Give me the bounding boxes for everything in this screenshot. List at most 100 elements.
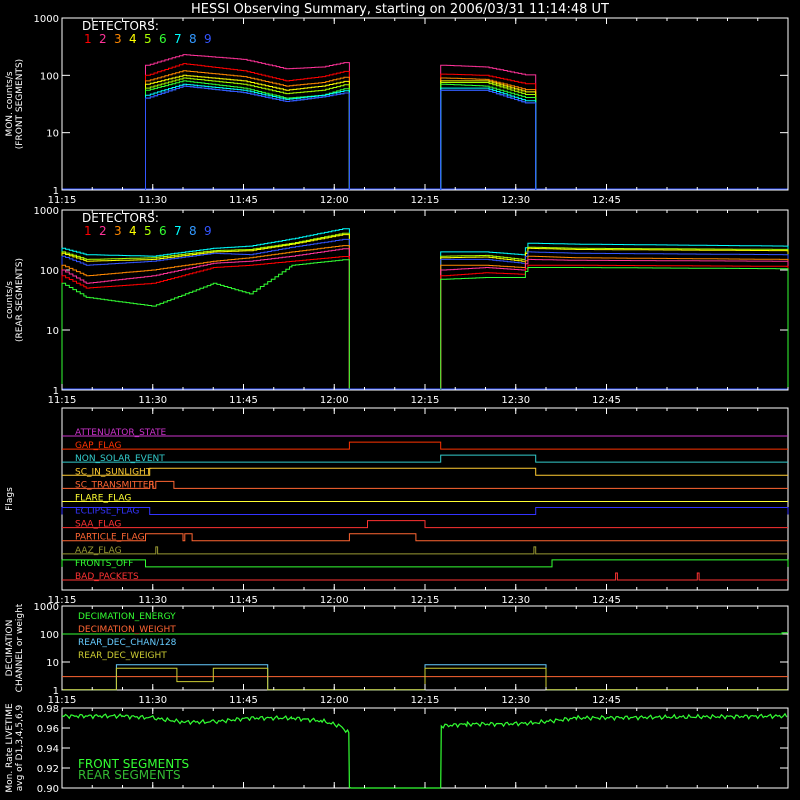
front-series-line [440, 77, 537, 190]
rear-series-line [440, 267, 789, 390]
detector-number: 3 [114, 32, 122, 46]
x-tick-label: 12:15 [411, 395, 440, 406]
front-series-line [440, 87, 537, 190]
flag-label: GAP_FLAG [75, 441, 121, 451]
x-tick-label: 12:30 [501, 195, 530, 206]
front-series-line [145, 77, 350, 190]
decimation-legend-label: DECIMATION_WEIGHT [78, 625, 176, 635]
flag-label: AAZ_FLAG [75, 546, 122, 556]
front-detector-legend: DETECTORS:1 2 3 4 5 6 7 8 9 [82, 19, 212, 46]
y-tick-label: 10 [46, 326, 59, 337]
y-tick-label: 100 [40, 266, 59, 277]
front-series-line [145, 74, 350, 190]
x-tick-label: 11:30 [138, 195, 167, 206]
front-series-line [145, 70, 350, 190]
front-series-line [440, 82, 537, 190]
x-tick-label: 12:45 [592, 395, 621, 406]
y-tick-label: 0.98 [37, 704, 59, 715]
plot-title: HESSI Observing Summary, starting on 200… [191, 2, 609, 17]
front-series-line [145, 85, 350, 190]
x-tick-label: 12:45 [592, 595, 621, 606]
x-tick-label: 12:45 [592, 695, 621, 706]
x-tick-label: 12:00 [320, 195, 349, 206]
x-tick-label: 12:00 [320, 595, 349, 606]
detector-number: 2 [99, 224, 107, 238]
y-tick-label: 1 [53, 386, 59, 397]
y-tick-label: 10 [46, 129, 59, 140]
front-y-axis: 1 10 100 1000 [34, 14, 788, 197]
rear-series-line [61, 232, 350, 390]
livetime-line [61, 712, 788, 789]
flags-time-axis: 11:15 11:30 11:45 12:00 12:15 12:30 12:45 [48, 408, 789, 606]
detectors-title: DETECTORS: [82, 19, 159, 33]
x-tick-label: 11:30 [138, 595, 167, 606]
front-ylabel: MON. counts/s [5, 71, 15, 136]
y-tick-label: 0.96 [37, 724, 59, 735]
rear-ylabel: counts/s [5, 281, 15, 319]
flags-lines: ATTENUATOR_STATE GAP_FLAG NON_SOLAR_EVENT S… [61, 428, 789, 582]
flag-line [62, 454, 788, 463]
rear-series-line [61, 238, 350, 390]
detector-number: 4 [129, 32, 137, 46]
y-tick-label: 100 [40, 71, 59, 82]
x-tick-label: 11:45 [229, 595, 258, 606]
rear-series-line [440, 251, 789, 390]
livetime-y-axis: 0.90 0.92 0.94 0.96 0.98 [37, 704, 788, 795]
detector-number: 1 [84, 224, 92, 238]
detector-number: 6 [159, 224, 167, 238]
decimation-legend-label: DECIMATION_ENERGY [78, 612, 176, 622]
x-tick-label: 12:30 [501, 595, 530, 606]
x-tick-label: 11:15 [48, 395, 77, 406]
flag-line [62, 441, 788, 450]
front-time-axis: 11:15 11:30 11:45 12:00 12:15 12:30 12:45 [48, 18, 789, 206]
decimation-legend-label: REAR_DEC_CHAN/128 [78, 638, 177, 648]
detector-number: 3 [114, 224, 122, 238]
detector-number: 7 [174, 224, 182, 238]
decimation-legend-label: REAR_DEC_WEIGHT [78, 651, 167, 661]
rear-series-line [61, 259, 350, 390]
rear-series-line [440, 258, 789, 390]
flag-line [62, 572, 788, 581]
detector-number: 5 [144, 32, 152, 46]
livetime-ylabel: avg of D1,3,4,5,6,9 [15, 704, 25, 791]
detector-number: 5 [144, 224, 152, 238]
y-tick-label: 1000 [34, 602, 59, 613]
x-tick-label: 11:45 [229, 395, 258, 406]
y-tick-label: 1000 [34, 206, 59, 217]
x-tick-label: 11:45 [229, 695, 258, 706]
y-tick-label: 1 [53, 686, 59, 697]
x-tick-label: 12:30 [501, 395, 530, 406]
front-series-line [145, 54, 350, 190]
flag-line [62, 533, 788, 542]
x-tick-label: 11:15 [48, 195, 77, 206]
flag-label: SC_IN_SUNLIGHT [75, 467, 152, 477]
flag-line [62, 546, 788, 555]
x-tick-label: 11:30 [138, 395, 167, 406]
detector-number: 6 [159, 32, 167, 46]
decimation-time-axis: 11:15 11:30 11:45 12:00 12:15 12:30 12:45 [48, 606, 789, 706]
front-series-line [440, 89, 537, 190]
y-tick-label: 1000 [34, 14, 59, 25]
detectors-title: DETECTORS: [82, 211, 159, 225]
livetime-ylabel: Mon. Rate LIVETIME [5, 703, 15, 793]
flag-label: FRONTS_OFF [75, 559, 133, 569]
x-tick-label: 12:00 [320, 695, 349, 706]
livetime-legend-label: FRONT SEGMENTS [78, 757, 189, 771]
rear-series-line [440, 247, 789, 390]
decimation-line [62, 632, 788, 635]
flag-line [62, 467, 788, 476]
rear-series-line [440, 255, 789, 390]
detector-number: 9 [204, 224, 212, 238]
x-tick-label: 11:15 [48, 595, 77, 606]
front-series-line [440, 73, 537, 190]
flag-line [62, 480, 788, 489]
x-tick-label: 12:30 [501, 695, 530, 706]
flag-label: NON_SOLAR_EVENT [75, 454, 165, 464]
decimation-ylabel: DECIMATION [5, 620, 15, 677]
flag-label: ATTENUATOR_STATE [75, 428, 167, 438]
front-series-line [440, 64, 537, 190]
rear-time-axis: 11:15 11:30 11:45 12:00 12:15 12:30 12:45 [48, 210, 789, 406]
rear-series-line [440, 264, 789, 390]
x-tick-label: 12:15 [411, 695, 440, 706]
